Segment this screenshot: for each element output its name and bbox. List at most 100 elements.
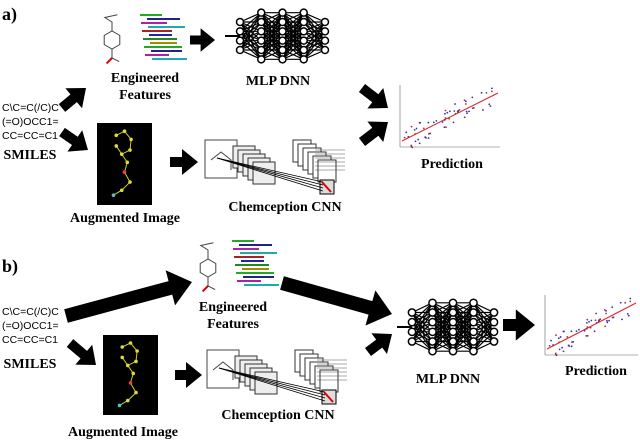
node — [428, 337, 437, 346]
label: CC=CC=C1 — [2, 130, 58, 142]
molecule — [199, 242, 217, 293]
point — [448, 110, 451, 113]
point — [418, 142, 421, 145]
feature-word — [152, 58, 187, 60]
link — [216, 157, 324, 186]
point — [608, 319, 611, 322]
edge — [431, 312, 454, 352]
edge — [239, 12, 262, 42]
node — [235, 45, 245, 55]
node — [407, 337, 417, 346]
point — [555, 354, 558, 357]
atom — [122, 170, 127, 174]
point — [586, 318, 589, 321]
point — [603, 308, 606, 311]
point — [606, 321, 609, 324]
arrow — [190, 28, 215, 52]
point — [559, 336, 562, 338]
point — [464, 100, 467, 103]
edge — [303, 21, 326, 60]
node — [320, 36, 330, 45]
point — [611, 316, 614, 319]
chain — [199, 242, 214, 259]
atom — [119, 152, 124, 156]
node — [235, 17, 245, 27]
point — [432, 121, 435, 124]
arrow — [58, 88, 86, 112]
link — [218, 367, 326, 396]
point — [594, 319, 597, 322]
edge — [473, 312, 495, 342]
label: SMILES — [4, 148, 57, 163]
label: Prediction — [421, 157, 483, 172]
edge — [411, 302, 433, 333]
point — [593, 330, 596, 333]
feature-word — [241, 260, 264, 262]
point — [435, 119, 438, 122]
feature-word — [243, 276, 274, 278]
cnn — [204, 139, 345, 195]
point — [577, 328, 580, 331]
point — [465, 110, 468, 113]
node — [469, 317, 478, 327]
node — [448, 327, 458, 337]
link — [218, 367, 326, 393]
label: Engineered — [111, 71, 179, 86]
node — [257, 36, 266, 45]
prediction-plot — [399, 85, 500, 149]
point — [403, 136, 406, 139]
point — [427, 132, 430, 135]
feature-word — [147, 18, 180, 20]
node — [469, 337, 478, 346]
oxy — [201, 285, 209, 293]
edge — [432, 302, 454, 333]
node — [320, 17, 330, 27]
point — [555, 334, 557, 337]
augmented-image — [103, 335, 158, 415]
atom — [125, 363, 130, 368]
atom — [128, 341, 133, 345]
point — [485, 91, 488, 94]
node — [320, 27, 330, 36]
edge — [472, 312, 495, 352]
node — [448, 308, 458, 317]
point — [441, 121, 444, 123]
arrow — [175, 362, 202, 388]
point — [414, 140, 417, 143]
edge — [303, 21, 326, 51]
feature-word — [234, 256, 264, 258]
edge — [452, 312, 475, 352]
chain — [111, 49, 120, 63]
mlp-network — [397, 298, 499, 356]
node — [278, 36, 287, 45]
point — [562, 350, 565, 353]
point — [558, 348, 561, 351]
point — [570, 330, 573, 333]
point — [480, 91, 483, 94]
point — [471, 96, 474, 99]
point — [424, 136, 427, 139]
edge — [411, 312, 433, 342]
map — [317, 159, 337, 183]
label: MLP DNN — [416, 372, 480, 387]
point — [471, 107, 474, 110]
point — [585, 321, 588, 324]
node — [235, 27, 245, 36]
point — [605, 319, 608, 322]
red — [323, 391, 334, 403]
label: Engineered — [199, 300, 267, 315]
link — [218, 367, 326, 402]
point — [427, 137, 430, 140]
edge — [452, 302, 474, 333]
label: C\C=C(/C)C — [2, 306, 59, 318]
label: C\C=C(/C)C — [2, 102, 59, 114]
point — [422, 127, 425, 130]
edge — [303, 21, 326, 42]
node — [299, 17, 308, 27]
point — [611, 306, 614, 308]
image-bg — [97, 123, 152, 205]
point — [571, 341, 573, 344]
augmented-image — [97, 123, 152, 205]
arrow — [365, 333, 392, 356]
